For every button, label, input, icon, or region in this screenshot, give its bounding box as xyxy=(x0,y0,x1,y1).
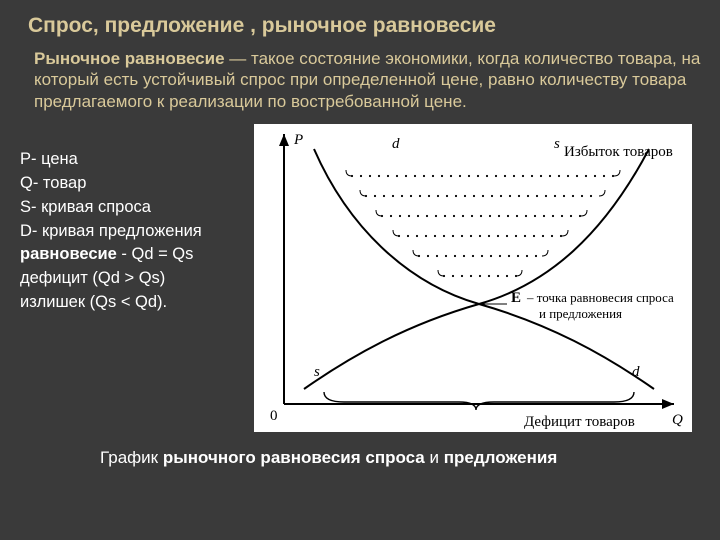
legend-block: P- цена Q- товар S- кривая спроса D- кри… xyxy=(20,124,250,432)
caption: График рыночного равновесия спроса и пре… xyxy=(0,432,720,468)
definition-block: Рыночное равновесие — такое состояние эк… xyxy=(0,38,720,112)
svg-text:Избыток товаров: Избыток товаров xyxy=(564,144,673,160)
content-row: P- цена Q- товар S- кривая спроса D- кри… xyxy=(0,112,720,432)
svg-text:d: d xyxy=(392,136,400,152)
legend-p: P- цена xyxy=(20,148,250,172)
legend-s: S- кривая спроса xyxy=(20,196,250,220)
legend-deficit: дефицит (Qd > Qs) xyxy=(20,267,250,291)
svg-text:– точка равновесия спроса: – точка равновесия спроса xyxy=(526,290,674,305)
caption-t4: предложения xyxy=(444,448,558,467)
svg-text:s: s xyxy=(554,136,560,152)
legend-surplus: излишек (Qs < Qd). xyxy=(20,291,250,315)
legend-q: Q- товар xyxy=(20,172,250,196)
svg-text:и предложения: и предложения xyxy=(539,306,622,321)
legend-eq-label: равновесие xyxy=(20,245,117,263)
svg-text:E: E xyxy=(511,290,521,306)
legend-d: D- кривая предложения xyxy=(20,220,250,244)
page-title: Спрос, предложение , рыночное равновесие xyxy=(0,0,720,38)
definition-dash: — xyxy=(225,49,251,68)
caption-t3: и xyxy=(425,448,444,467)
svg-text:s: s xyxy=(314,364,320,380)
caption-t2: рыночного равновесия спроса xyxy=(163,448,425,467)
svg-text:P: P xyxy=(293,132,303,148)
diagram-svg: PQ0ddssИзбыток товаровE– точка равновеси… xyxy=(254,124,692,432)
svg-text:Дефицит товаров: Дефицит товаров xyxy=(524,414,635,430)
svg-text:Q: Q xyxy=(672,412,683,428)
legend-eq-formula: - Qd = Qs xyxy=(117,245,194,263)
definition-term: Рыночное равновесие xyxy=(34,49,225,68)
equilibrium-diagram: PQ0ddssИзбыток товаровE– точка равновеси… xyxy=(254,124,692,432)
caption-t1: График xyxy=(100,448,163,467)
svg-text:0: 0 xyxy=(270,408,278,424)
legend-eq: равновесие - Qd = Qs xyxy=(20,243,250,267)
svg-text:d: d xyxy=(632,364,640,380)
